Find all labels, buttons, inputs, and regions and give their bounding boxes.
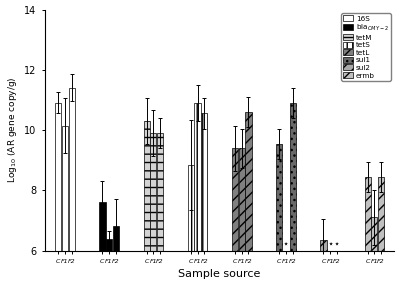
Bar [276,144,282,251]
Bar [232,148,238,251]
X-axis label: Sample source: Sample source [178,269,261,280]
Text: $\star$: $\star$ [282,238,290,248]
Bar [99,202,106,251]
Text: $\star$: $\star$ [333,238,340,248]
Bar [62,125,68,251]
Bar [106,239,112,251]
Legend: 16S, bla$_{CMY-2}$, tetM, tetS, tetL, sul1, sul2, ermb: 16S, bla$_{CMY-2}$, tetM, tetS, tetL, su… [341,13,391,81]
Bar [371,217,378,251]
Bar [55,103,61,251]
Bar [378,177,384,251]
Text: $\star$: $\star$ [327,238,334,248]
Bar [144,121,150,251]
Bar [150,133,156,251]
Bar [364,177,371,251]
Bar [290,103,296,251]
Bar [113,227,119,251]
Bar [239,148,245,251]
Bar [201,113,207,251]
Bar [157,133,163,251]
Bar [320,240,326,251]
Bar [245,112,252,251]
Bar [194,103,201,251]
Bar [68,88,75,251]
Y-axis label: Log$_{10}$ (AR gene copy/g): Log$_{10}$ (AR gene copy/g) [6,77,18,183]
Bar [188,165,194,251]
